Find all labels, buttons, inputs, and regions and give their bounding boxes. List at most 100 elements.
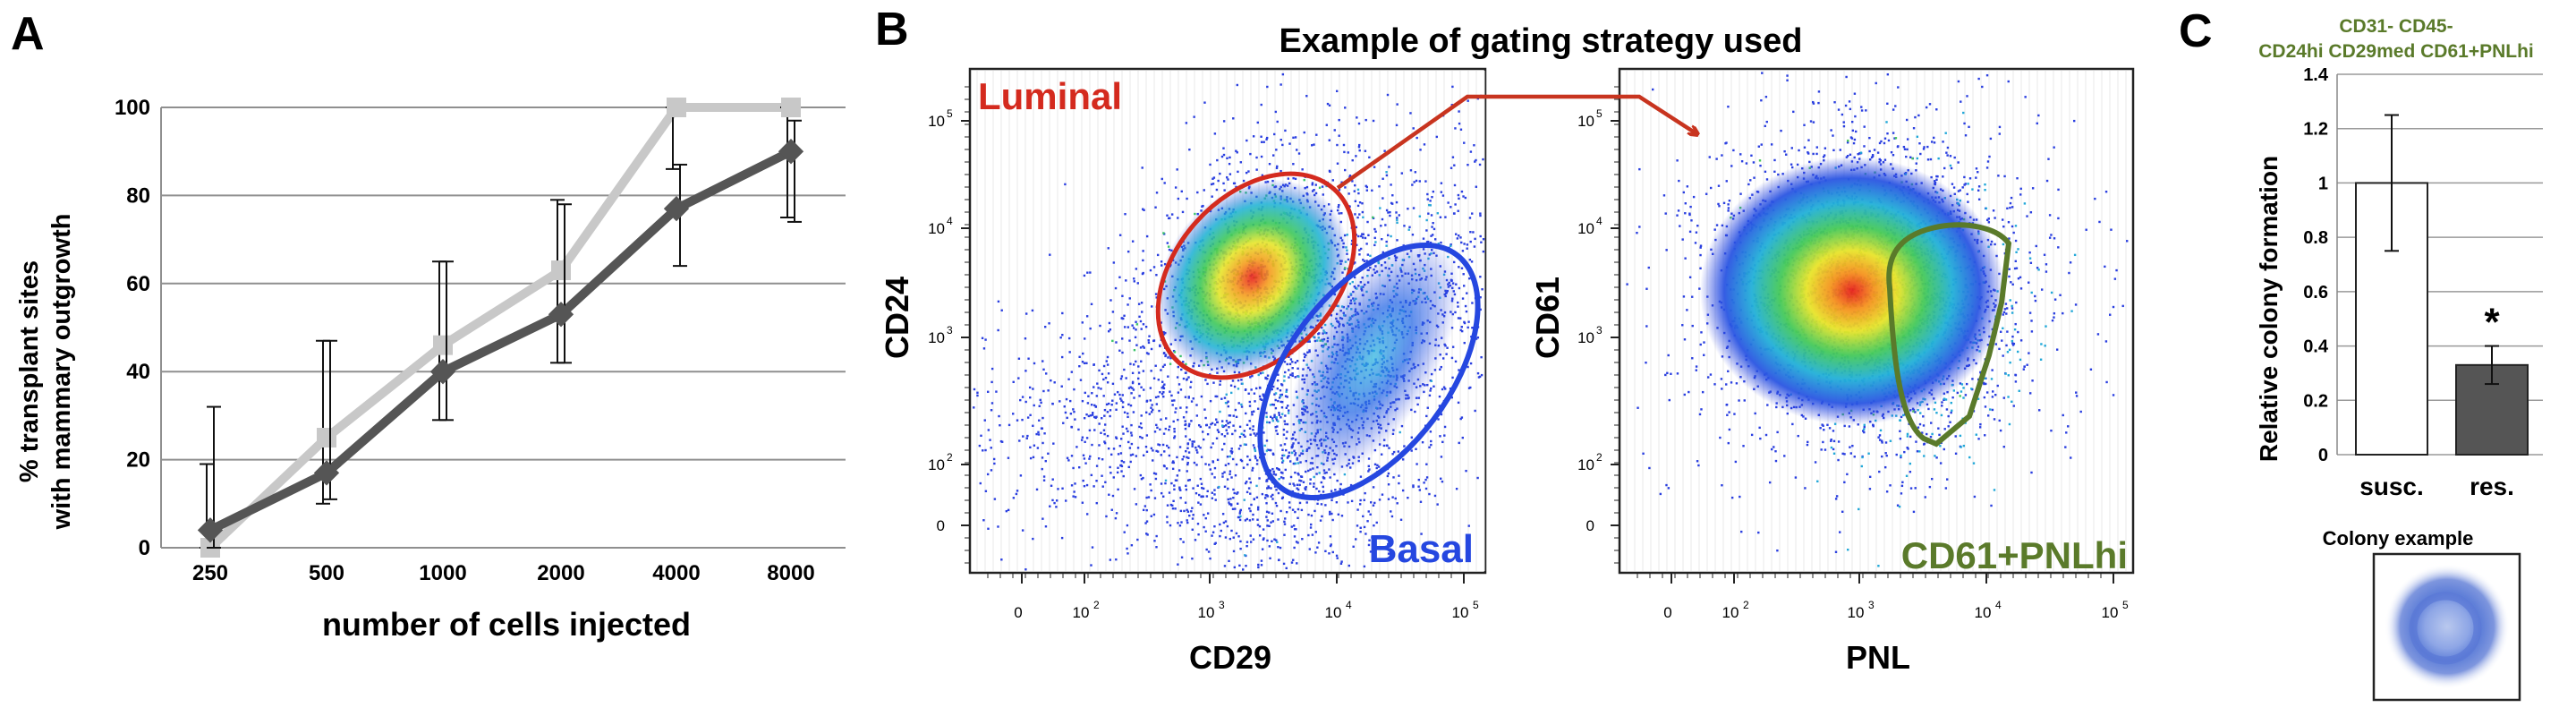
flow-event-dot — [1160, 454, 1162, 456]
flow-event-dot — [1105, 403, 1109, 406]
flow-event-dot — [1187, 424, 1191, 428]
flow-event-dot — [1177, 365, 1180, 369]
flow-event-dot — [1189, 386, 1192, 388]
flow-event-dot — [1154, 477, 1158, 481]
flow-event-dot — [1186, 406, 1188, 409]
flow-event-dot — [1041, 467, 1043, 471]
flow-event-dot — [1186, 442, 1190, 445]
flow-event-dot — [1187, 376, 1190, 379]
flow-event-dot — [1245, 443, 1247, 447]
flow-event-dot — [1230, 450, 1234, 453]
flow-event-dot — [1473, 144, 1475, 147]
flow-event-dot — [1367, 470, 1370, 473]
flow-event-dot — [1244, 388, 1247, 391]
flow-event-dot — [1038, 419, 1041, 422]
flow-event-dot — [1121, 394, 1124, 396]
flow-event-dot — [1081, 436, 1084, 439]
flow-event-dot — [1039, 398, 1041, 402]
flow-event-dot — [1088, 457, 1091, 460]
flow-event-dot — [2029, 261, 2033, 264]
flow-event-dot — [1140, 360, 1143, 362]
flow-event-dot — [1173, 435, 1177, 438]
flow-event-dot — [1817, 90, 1821, 93]
flow-event-dot — [1103, 414, 1106, 417]
flow-event-dot — [1396, 239, 1399, 242]
flow-event-dot — [1101, 485, 1104, 488]
panel-a-ylabel: % transplant sites with mammary outgrowt… — [15, 214, 76, 531]
flow-event-dot — [1440, 413, 1443, 416]
flow-event-dot — [1438, 405, 1441, 407]
flow-event-dot — [1713, 383, 1716, 386]
flow-event-dot — [1012, 380, 1015, 384]
flow-event-dot — [1126, 430, 1129, 433]
flow-event-dot — [1209, 557, 1211, 560]
flow-event-dot — [1388, 166, 1390, 168]
flow-event-dot — [1016, 490, 1019, 492]
flow-event-dot — [1105, 515, 1108, 518]
flow-event-dot — [1107, 402, 1110, 405]
flow-event-dot — [1807, 440, 1809, 444]
flow-event-dot — [1451, 345, 1455, 348]
flow-event-dot — [1085, 315, 1089, 318]
flow-event-dot — [1220, 155, 1224, 158]
flow-event-dot — [1425, 476, 1429, 479]
flow-event-dot — [1158, 409, 1160, 413]
flow-event-dot — [1300, 475, 1304, 479]
flow-event-dot — [1281, 448, 1284, 451]
flow-event-dot — [1253, 392, 1256, 395]
flow-event-dot — [1203, 525, 1205, 529]
flow-event-dot — [1210, 422, 1212, 426]
flow-event-dot — [1457, 209, 1459, 212]
flow-event-dot — [1249, 534, 1252, 537]
flow-event-dot — [1247, 392, 1250, 395]
flow-event-dot — [1084, 462, 1087, 465]
flow-event-dot — [1432, 190, 1435, 193]
flow-event-dot — [1227, 178, 1229, 181]
flow-event-dot — [1324, 504, 1327, 507]
flow-event-dot — [1190, 420, 1193, 422]
flow-event-dot — [1430, 214, 1433, 217]
flow-event-dot — [1147, 496, 1151, 499]
flow-event-dot — [1220, 420, 1224, 422]
flow-event-dot — [1186, 510, 1190, 513]
flow-event-dot — [1215, 418, 1218, 421]
flow-event-dot — [1190, 510, 1193, 513]
flow-event-dot — [1213, 489, 1216, 491]
flow-event-dot — [1367, 510, 1370, 513]
flow-event-dot — [1084, 337, 1086, 340]
flow-event-dot — [1338, 203, 1340, 207]
flow-event-dot — [1482, 250, 1485, 253]
flow-event-dot — [1358, 503, 1362, 506]
flow-event-dot — [1291, 374, 1294, 378]
flow-event-dot — [1049, 505, 1051, 507]
flow-event-dot — [1275, 539, 1278, 541]
flow-event-dot — [1109, 472, 1112, 474]
flow-event-dot — [1188, 514, 1191, 517]
flow-event-dot — [1092, 415, 1096, 419]
flow-event-dot — [1102, 378, 1105, 381]
flow-event-dot — [1182, 361, 1185, 363]
flow-event-dot — [1286, 456, 1289, 459]
flow-event-dot — [1286, 430, 1288, 433]
flow-event-dot — [1385, 244, 1388, 247]
flow-event-dot — [1842, 121, 1845, 124]
flow-event-dot — [1131, 453, 1135, 456]
flow-event-dot — [1356, 508, 1359, 511]
flow-event-dot — [1262, 141, 1265, 143]
flow-event-dot — [1167, 446, 1170, 449]
flow-event-dot — [1284, 422, 1287, 426]
flow-event-dot — [1162, 432, 1166, 435]
flow-event-dot — [1473, 245, 1476, 248]
flow-event-dot — [1474, 409, 1476, 413]
series-1-point — [667, 98, 686, 117]
x-tick-label: 2000 — [537, 561, 584, 585]
flow-event-dot — [1150, 406, 1152, 409]
flow-event-dot — [1363, 499, 1365, 501]
flow-event-dot — [1204, 516, 1207, 520]
flow-event-dot — [1311, 182, 1314, 184]
flow-event-dot — [1279, 400, 1282, 404]
flow-event-dot — [1117, 453, 1120, 456]
flow-event-dot — [1031, 309, 1034, 312]
